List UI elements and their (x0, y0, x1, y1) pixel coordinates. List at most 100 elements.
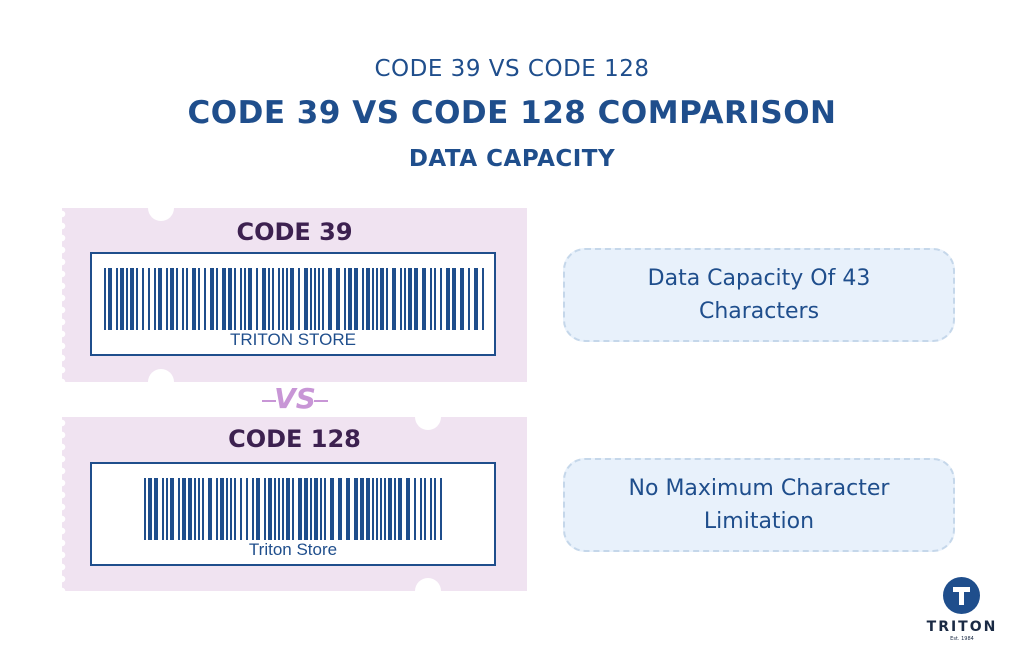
code39-capacity-info: Data Capacity Of 43 Characters (563, 248, 955, 342)
barcode-bar (148, 268, 150, 330)
barcode-bar (380, 268, 384, 330)
code128-card-title: CODE 128 (228, 425, 361, 453)
barcode-bar (144, 478, 146, 540)
code39-card: CODE 39 TRITON STORE (62, 208, 527, 382)
barcode-bar (170, 268, 174, 330)
barcode-bar (434, 268, 436, 330)
barcode-bar (314, 478, 318, 540)
vs-mark: VS (262, 383, 328, 415)
barcode-bar (182, 478, 186, 540)
barcode-bar (186, 268, 188, 330)
barcode-bar (268, 478, 272, 540)
barcode-bar (376, 268, 378, 330)
barcode-bar (354, 478, 358, 540)
barcode-bar (234, 268, 236, 330)
barcode-bar (268, 268, 270, 330)
code39-barcode-box: TRITON STORE (90, 252, 496, 356)
barcode-bar (274, 478, 276, 540)
barcode-bar (298, 268, 300, 330)
barcode-bar (278, 268, 280, 330)
barcode-bar (108, 268, 112, 330)
barcode-bar (154, 478, 158, 540)
barcode-bar (234, 478, 236, 540)
barcode-bar (384, 478, 386, 540)
barcode-bar (468, 268, 470, 330)
barcode-bar (298, 478, 302, 540)
barcode-bar (166, 268, 168, 330)
code128-capacity-info: No Maximum Character Limitation (563, 458, 955, 552)
barcode-bar (226, 478, 228, 540)
barcode-bar (142, 268, 144, 330)
barcode-bar (338, 478, 342, 540)
barcode-bar (414, 268, 418, 330)
barcode-bar (204, 268, 206, 330)
code39-barcode (104, 268, 484, 330)
barcode-bar (170, 478, 174, 540)
barcode-bar (394, 478, 396, 540)
barcode-bar (460, 268, 464, 330)
barcode-bar (286, 268, 288, 330)
barcode-bar (348, 268, 352, 330)
barcode-bar (440, 268, 442, 330)
code128-barcode (144, 478, 442, 540)
barcode-bar (422, 268, 426, 330)
barcode-bar (166, 478, 168, 540)
barcode-bar (360, 478, 364, 540)
barcode-bar (400, 268, 402, 330)
barcode-bar (414, 478, 416, 540)
barcode-bar (228, 268, 232, 330)
barcode-bar (314, 268, 316, 330)
barcode-bar (194, 478, 196, 540)
barcode-bar (178, 478, 180, 540)
barcode-bar (430, 268, 432, 330)
barcode-bar (220, 478, 224, 540)
barcode-bar (434, 478, 436, 540)
barcode-bar (366, 478, 370, 540)
barcode-bar (130, 268, 134, 330)
barcode-bar (126, 268, 128, 330)
barcode-bar (366, 268, 370, 330)
barcode-bar (452, 268, 456, 330)
barcode-bar (148, 478, 152, 540)
triton-logo: TRITON Est. 1984 (926, 577, 998, 647)
barcode-bar (244, 268, 246, 330)
barcode-bar (272, 268, 274, 330)
barcode-bar (264, 478, 266, 540)
barcode-bar (282, 268, 284, 330)
barcode-bar (198, 478, 200, 540)
logo-established: Est. 1984 (950, 636, 974, 642)
barcode-bar (210, 268, 214, 330)
barcode-bar (120, 268, 124, 330)
barcode-bar (246, 478, 248, 540)
barcode-bar (320, 478, 322, 540)
barcode-bar (154, 268, 156, 330)
barcode-bar (188, 478, 192, 540)
barcode-bar (248, 268, 252, 330)
barcode-bar (346, 478, 350, 540)
barcode-bar (310, 478, 312, 540)
code39-capacity-text: Data Capacity Of 43 Characters (647, 266, 871, 324)
barcode-bar (158, 268, 162, 330)
barcode-bar (372, 268, 374, 330)
barcode-bar (182, 268, 184, 330)
barcode-bar (376, 478, 378, 540)
barcode-bar (216, 268, 218, 330)
barcode-bar (380, 478, 382, 540)
barcode-bar (222, 268, 226, 330)
barcode-bar (256, 268, 258, 330)
barcode-bar (398, 478, 402, 540)
barcode-bar (372, 478, 374, 540)
barcode-bar (424, 478, 426, 540)
barcode-bar (336, 268, 340, 330)
logo-name: TRITON (926, 619, 998, 635)
barcode-bar (474, 268, 478, 330)
code39-card-title: CODE 39 (236, 218, 353, 246)
barcode-bar (282, 478, 284, 540)
barcode-bar (104, 268, 106, 330)
barcode-bar (256, 478, 260, 540)
barcode-bar (290, 268, 294, 330)
barcode-bar (446, 268, 450, 330)
barcode-bar (354, 268, 358, 330)
barcode-bar (392, 268, 396, 330)
barcode-bar (286, 478, 290, 540)
